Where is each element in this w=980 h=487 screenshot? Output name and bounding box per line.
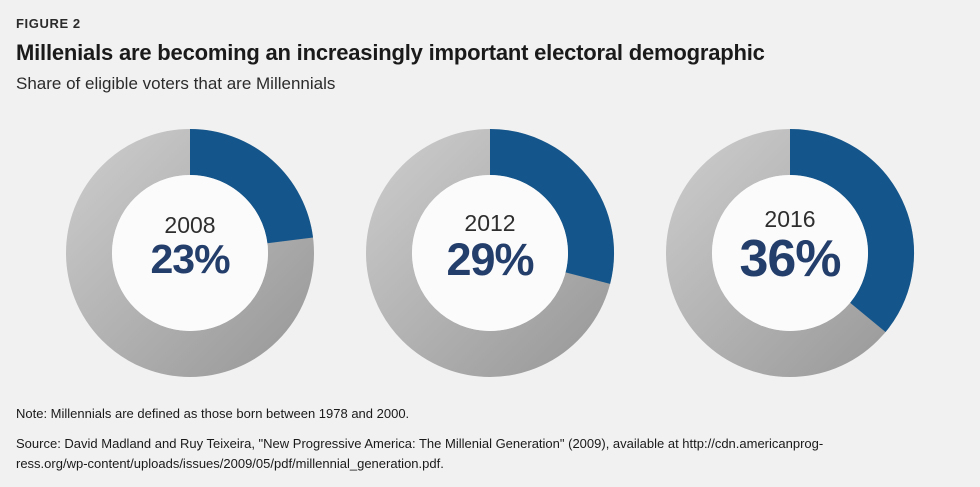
figure-footer: Note: Millennials are defined as those b…	[16, 406, 966, 474]
donut-hole	[112, 175, 268, 331]
figure-title: Millenials are becoming an increasingly …	[16, 40, 765, 65]
donut-chart-2012: 2012 29%	[365, 128, 615, 378]
source-text: Source: David Madland and Ruy Teixeira, …	[16, 434, 966, 474]
donut-svg-2016	[666, 129, 914, 377]
donut-svg-2012	[366, 129, 614, 377]
source-line-2: ress.org/wp-content/uploads/issues/2009/…	[16, 456, 444, 472]
donut-value-arc	[489, 129, 614, 284]
donut-chart-row: 2008 23% 2012 29%	[0, 128, 980, 378]
donut-value-arc	[189, 129, 314, 245]
donut-svg-2008	[66, 129, 314, 377]
donut-hole	[712, 175, 868, 331]
figure-label: FIGURE 2	[16, 16, 81, 31]
donut-value-arc	[789, 129, 914, 333]
donut-hole	[412, 175, 568, 331]
donut-chart-2008: 2008 23%	[65, 128, 315, 378]
source-line-1: Source: David Madland and Ruy Teixeira, …	[16, 436, 824, 451]
note-text: Note: Millennials are defined as those b…	[16, 406, 410, 421]
donut-chart-2016: 2016 36%	[665, 128, 915, 378]
figure-subtitle: Share of eligible voters that are Millen…	[16, 74, 336, 93]
figure-header: FIGURE 2 Millenials are becoming an incr…	[0, 0, 980, 94]
